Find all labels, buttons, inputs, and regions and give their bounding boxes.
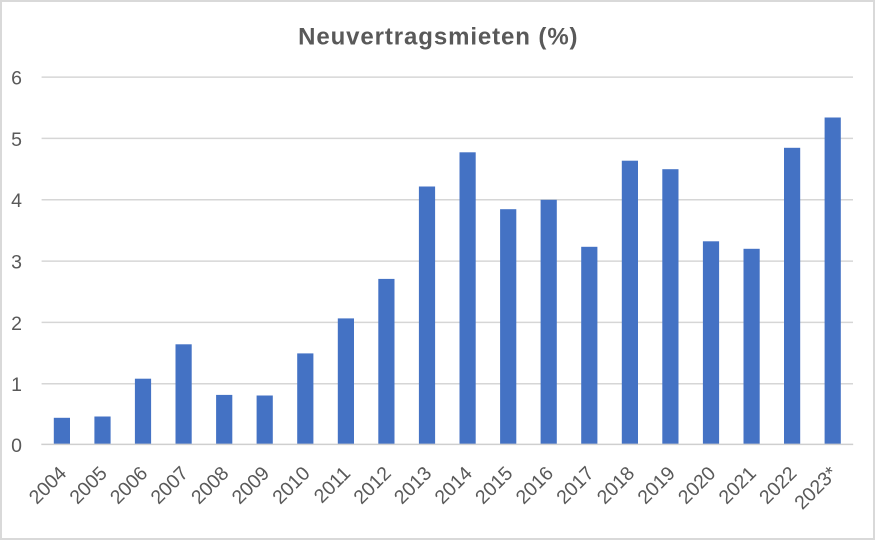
svg-text:6: 6 bbox=[11, 68, 22, 90]
svg-text:Neuvertragsmieten (%): Neuvertragsmieten (%) bbox=[298, 23, 578, 50]
svg-text:5: 5 bbox=[11, 129, 22, 151]
svg-text:1: 1 bbox=[11, 374, 22, 396]
svg-text:4: 4 bbox=[11, 190, 22, 212]
svg-text:0: 0 bbox=[11, 435, 22, 457]
svg-text:2: 2 bbox=[11, 313, 22, 335]
svg-text:3: 3 bbox=[11, 252, 22, 274]
